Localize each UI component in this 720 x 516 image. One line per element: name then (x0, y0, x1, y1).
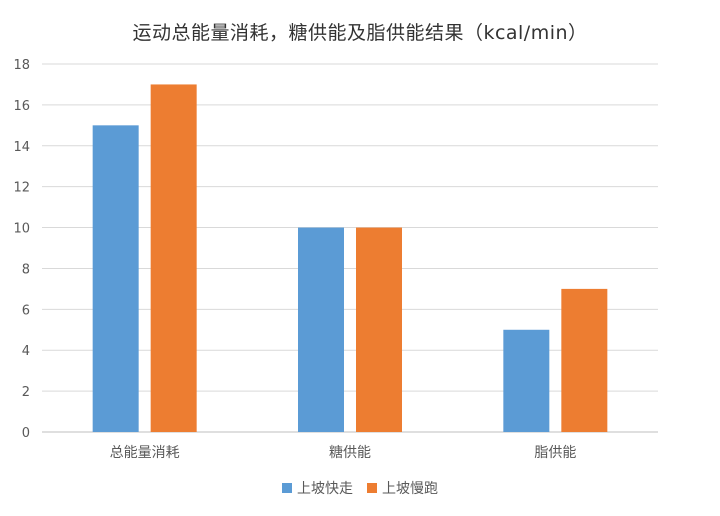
y-tick-label: 10 (13, 222, 30, 237)
y-tick-label: 0 (22, 426, 30, 441)
y-tick-label: 12 (13, 181, 30, 196)
x-tick-label: 糖供能 (329, 445, 371, 461)
legend-swatch-walk (282, 483, 292, 493)
legend-label-jog: 上坡慢跑 (382, 481, 438, 497)
bar-jog (561, 288, 608, 432)
bar-walk (298, 227, 344, 432)
y-tick-label: 4 (22, 344, 30, 359)
y-tick-label: 6 (22, 303, 30, 318)
x-tick-label: 脂供能 (534, 445, 576, 461)
y-tick-label: 2 (22, 385, 30, 400)
legend-swatch-jog (367, 483, 377, 493)
chart-title: 运动总能量消耗，糖供能及脂供能结果（kcal/min） (132, 22, 588, 44)
bar-walk (92, 125, 139, 432)
bar-jog (150, 84, 197, 432)
legend-item-jog: 上坡慢跑 (367, 478, 438, 498)
y-tick-label: 18 (13, 58, 30, 73)
y-tick-label: 14 (13, 140, 30, 155)
bar-walk (503, 329, 550, 432)
legend-label-walk: 上坡快走 (297, 481, 353, 497)
y-tick-label: 16 (13, 99, 30, 114)
x-tick-label: 总能量消耗 (110, 445, 180, 461)
bar-jog (356, 227, 402, 432)
legend: 上坡快走 上坡慢跑 (0, 478, 720, 498)
y-tick-label: 8 (22, 262, 30, 277)
legend-item-walk: 上坡快走 (282, 478, 353, 498)
